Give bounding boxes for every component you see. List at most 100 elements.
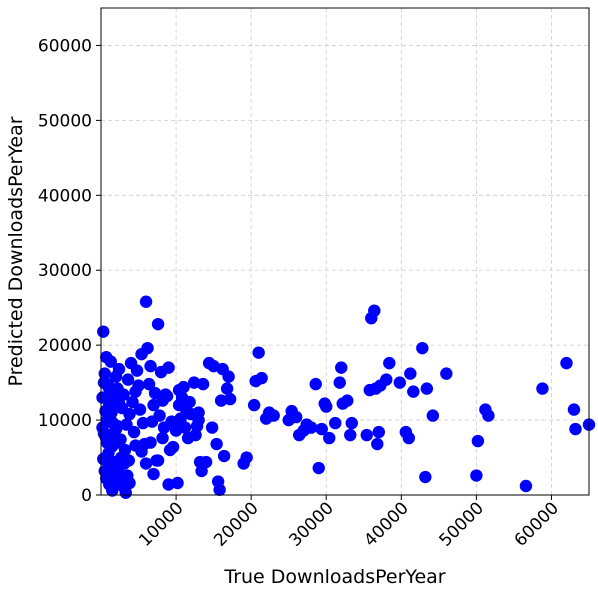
scatter-point xyxy=(223,392,237,406)
plot-frame xyxy=(100,7,590,496)
scatter-point xyxy=(127,425,141,439)
y-tick-label: 50000 xyxy=(38,111,92,131)
scatter-point xyxy=(404,367,417,380)
scatter-point xyxy=(111,419,124,433)
scatter-point xyxy=(123,476,136,490)
scatter-point xyxy=(320,400,333,413)
scatter-point xyxy=(98,367,111,380)
scatter-point xyxy=(426,409,440,422)
scatter-point xyxy=(205,421,219,434)
x-axis-label: True DownloadsPerYear xyxy=(223,566,445,588)
scatter-point xyxy=(380,373,393,386)
scatter-point xyxy=(148,386,162,400)
scatter-point xyxy=(119,486,132,499)
scatter-point xyxy=(108,437,121,451)
scatter-point xyxy=(123,407,136,421)
scatter-point xyxy=(133,403,147,416)
scatter-point xyxy=(393,376,407,389)
scatter-point xyxy=(305,421,318,434)
scatter-point xyxy=(178,421,192,434)
scatter-point xyxy=(383,356,396,370)
scatter-point xyxy=(482,409,495,422)
scatter-point xyxy=(156,431,169,445)
y-tick-label: 10000 xyxy=(38,411,92,431)
scatter-point xyxy=(105,406,118,419)
scatter-point xyxy=(290,410,303,424)
scatter-point xyxy=(267,409,280,422)
y-tick-label: 0 xyxy=(81,486,92,506)
scatter-point xyxy=(255,371,268,385)
scatter-point xyxy=(220,382,234,395)
y-tick-label: 40000 xyxy=(38,186,92,206)
scatter-point xyxy=(189,428,202,442)
scatter-point xyxy=(147,467,160,481)
scatter-point xyxy=(217,449,231,463)
scatter-point xyxy=(132,379,145,392)
scatter-point xyxy=(371,437,384,451)
scatter-point xyxy=(196,377,210,391)
scatter-point xyxy=(240,451,253,464)
scatter-point xyxy=(309,377,322,391)
x-tick-label: 60000 xyxy=(511,498,563,550)
scatter-point xyxy=(315,422,328,436)
scatter-point xyxy=(402,431,416,445)
scatter-point xyxy=(162,478,175,491)
scatter-point xyxy=(199,455,213,469)
scatter-point xyxy=(142,377,156,391)
scatter-point xyxy=(153,409,166,422)
x-tick-label: 50000 xyxy=(436,498,488,550)
scatter-point xyxy=(213,483,226,496)
scatter-point xyxy=(536,382,549,395)
scatter-point xyxy=(97,325,110,338)
scatter-point xyxy=(440,367,453,380)
scatter-point xyxy=(247,398,261,412)
scatter-point xyxy=(183,395,196,409)
scatter-point xyxy=(151,317,165,331)
scatter-point xyxy=(222,370,235,383)
scatter-point xyxy=(372,425,385,439)
scatter-point xyxy=(345,416,358,430)
scatter-point xyxy=(168,419,181,433)
scatter-point xyxy=(163,443,177,457)
scatter-point xyxy=(470,469,483,482)
y-tick-label: 20000 xyxy=(38,336,92,356)
scatter-point xyxy=(122,454,135,467)
scatter-point xyxy=(139,295,153,308)
scatter-point xyxy=(104,355,117,368)
scatter-point xyxy=(139,457,153,470)
scatter-point xyxy=(192,413,205,427)
scatter-point xyxy=(109,370,123,383)
scatter-point xyxy=(419,470,432,484)
scatter-point xyxy=(407,385,420,398)
scatter-point xyxy=(416,341,429,355)
scatter-point xyxy=(144,359,157,373)
scatter-point xyxy=(121,373,135,386)
scatter-point xyxy=(333,376,346,389)
scatter-point xyxy=(329,416,342,430)
y-axis-ticks: 0 10000 20000 30000 40000 50000 60000 xyxy=(38,36,101,506)
x-tick-label: 20000 xyxy=(210,498,262,550)
x-tick-label: 30000 xyxy=(285,498,337,550)
scatter-point xyxy=(126,395,139,409)
scatter-point xyxy=(172,383,186,397)
scatter-point xyxy=(471,434,485,448)
scatter-point xyxy=(162,361,175,374)
x-tick-label: 40000 xyxy=(360,498,412,550)
scatter-point xyxy=(210,437,223,451)
scatter-point xyxy=(567,403,581,416)
scatter-point xyxy=(569,422,582,436)
scatter-point xyxy=(144,436,157,449)
scatter-point xyxy=(368,304,381,317)
scatter-point xyxy=(135,445,148,458)
scatter-point xyxy=(341,394,354,407)
scatter-point xyxy=(323,431,336,445)
data-points xyxy=(96,295,596,499)
y-axis-label: Predicted DownloadsPerYear xyxy=(5,116,27,386)
scatter-point xyxy=(112,397,126,410)
scatter-point xyxy=(252,346,265,359)
scatter-point xyxy=(420,382,434,395)
scatter-point xyxy=(96,391,109,404)
scatter-point xyxy=(312,461,325,475)
x-axis-ticks: 10000 20000 30000 40000 50000 60000 xyxy=(135,495,563,551)
